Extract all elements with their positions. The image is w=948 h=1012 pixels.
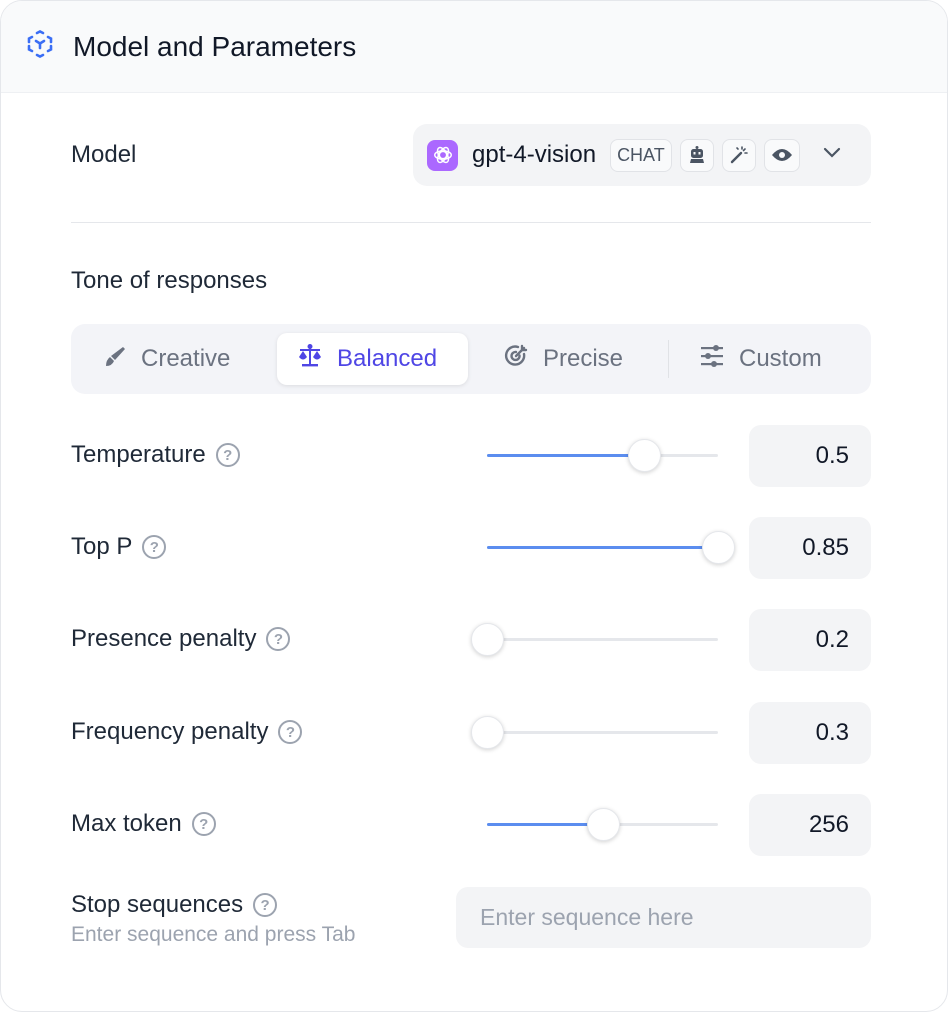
slider-fill <box>487 454 645 457</box>
param-row-temperature: Temperature? 0.5 <box>71 425 871 487</box>
tab-label: Creative <box>141 345 231 372</box>
help-icon[interactable]: ? <box>266 627 291 651</box>
panel-title: Model and Parameters <box>73 30 357 62</box>
model-cube-icon <box>25 29 55 64</box>
stop-sequences-label: Stop sequences <box>71 891 244 918</box>
tab-label: Precise <box>543 345 624 372</box>
model-selector[interactable]: gpt-4-vision CHAT <box>413 124 871 186</box>
param-slider[interactable] <box>471 623 718 656</box>
param-label-group: Max token? <box>71 810 216 838</box>
robot-icon <box>679 138 714 172</box>
param-label-group: Frequency penalty? <box>71 718 303 746</box>
param-label-group: Temperature? <box>71 441 240 469</box>
param-label: Temperature <box>71 441 206 468</box>
param-label: Frequency penalty <box>71 718 269 745</box>
param-slider[interactable] <box>487 439 718 472</box>
help-icon[interactable]: ? <box>253 893 278 917</box>
chat-badge: CHAT <box>610 138 672 172</box>
tab-label: Custom <box>739 345 822 372</box>
scale-icon <box>297 343 323 376</box>
stop-sequences-hint: Enter sequence and press Tab <box>71 923 356 946</box>
param-value-input[interactable]: 0.3 <box>749 702 871 764</box>
tab-separator <box>668 340 669 378</box>
param-slider[interactable] <box>471 716 718 749</box>
model-row: Model gpt-4-vision CHAT <box>71 124 871 186</box>
tone-title: Tone of responses <box>71 267 268 294</box>
chevron-down-icon[interactable] <box>822 146 842 164</box>
param-label: Presence penalty <box>71 625 257 652</box>
stop-sequence-input[interactable] <box>456 887 871 948</box>
param-row-presence-penalty: Presence penalty? 0.2 <box>71 609 871 671</box>
sliders-icon <box>699 343 725 376</box>
tab-label: Balanced <box>337 345 438 372</box>
openai-icon <box>427 139 458 171</box>
param-value-input[interactable]: 256 <box>749 794 871 856</box>
tab-creative[interactable]: Creative <box>83 333 250 385</box>
model-name: gpt-4-vision <box>472 141 597 168</box>
param-value-input[interactable]: 0.5 <box>749 425 871 487</box>
param-label: Top P <box>71 533 133 560</box>
tone-tabs: Creative Balanced Precise Custom <box>71 324 871 394</box>
slider-thumb[interactable] <box>628 439 662 472</box>
param-row-frequency-penalty: Frequency penalty? 0.3 <box>71 702 871 764</box>
param-value-input[interactable]: 0.85 <box>749 517 871 579</box>
help-icon[interactable]: ? <box>191 812 216 836</box>
tab-custom[interactable]: Custom <box>679 333 842 385</box>
slider-thumb[interactable] <box>586 808 620 841</box>
help-icon[interactable]: ? <box>215 443 240 467</box>
help-icon[interactable]: ? <box>142 535 167 559</box>
slider-thumb[interactable] <box>702 531 735 564</box>
target-icon <box>503 343 529 376</box>
brush-icon <box>103 344 127 375</box>
tab-precise[interactable]: Precise <box>483 333 643 385</box>
help-icon[interactable]: ? <box>278 720 303 744</box>
slider-fill <box>487 823 603 826</box>
tab-balanced[interactable]: Balanced <box>277 333 468 385</box>
param-slider[interactable] <box>487 808 718 841</box>
slider-fill <box>487 546 718 549</box>
param-label-group: Top P? <box>71 533 167 561</box>
panel-header: Model and Parameters <box>1 1 947 93</box>
param-slider[interactable] <box>487 531 735 564</box>
param-value-input[interactable]: 0.2 <box>749 609 871 671</box>
param-row-top-p: Top P? 0.85 <box>71 517 871 579</box>
param-label-group: Presence penalty? <box>71 625 291 653</box>
eye-icon <box>763 138 800 172</box>
divider <box>71 222 871 223</box>
slider-thumb[interactable] <box>471 623 504 656</box>
param-label: Max token <box>71 810 182 837</box>
magic-wand-icon <box>721 138 756 172</box>
param-row-max-token: Max token? 256 <box>71 794 871 856</box>
slider-thumb[interactable] <box>471 716 504 749</box>
model-label: Model <box>71 141 137 168</box>
